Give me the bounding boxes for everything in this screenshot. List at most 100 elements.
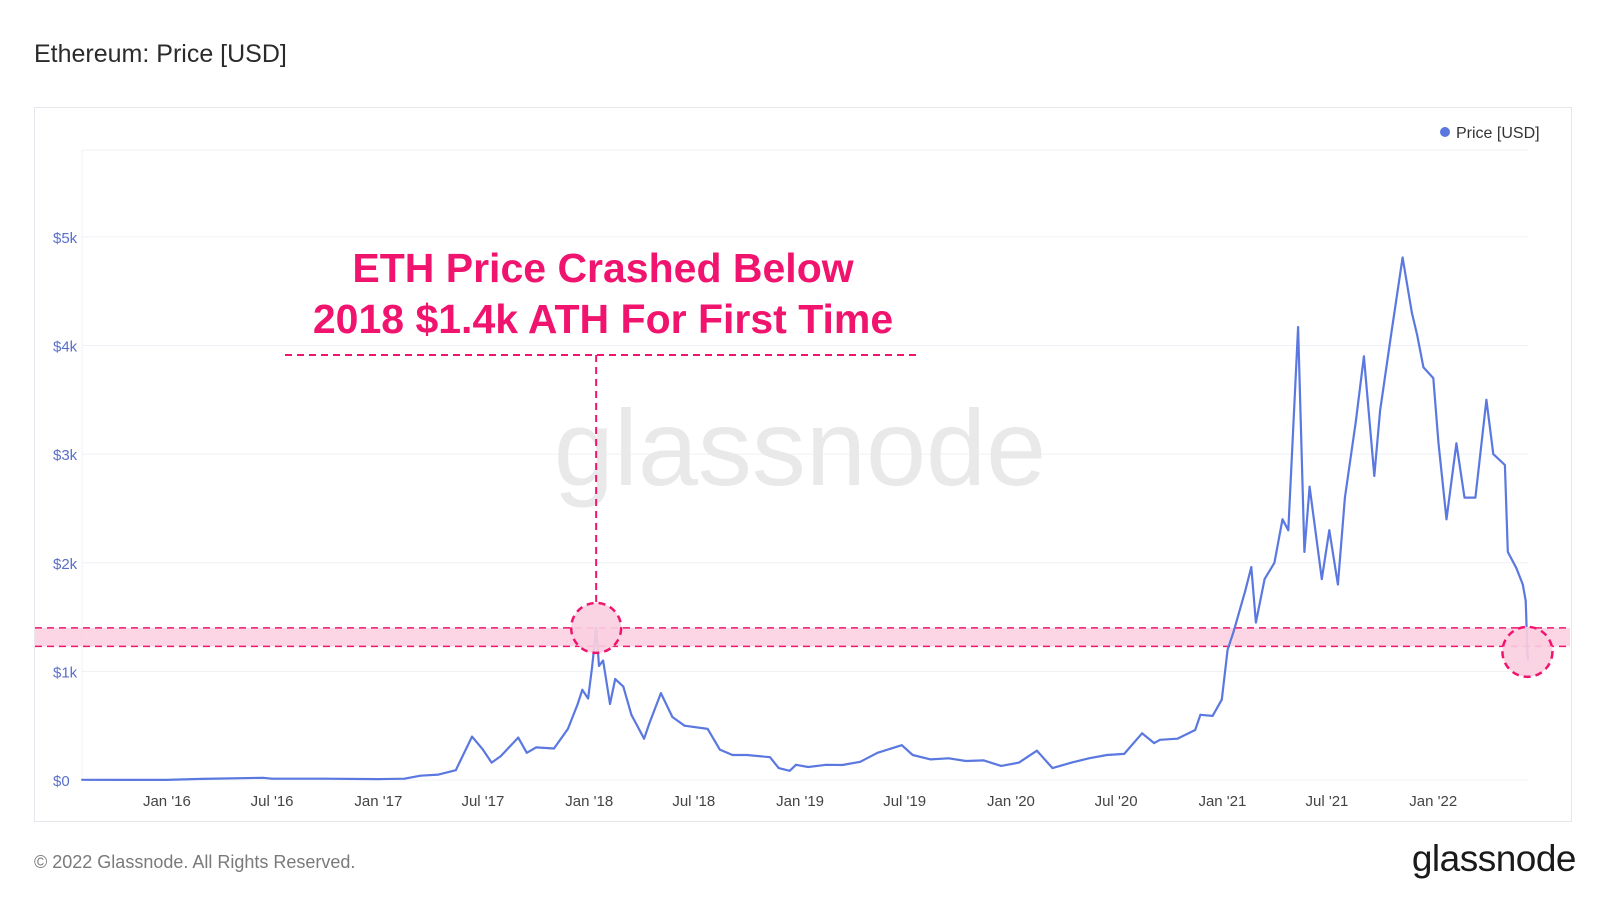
- price-point: [1362, 355, 1365, 358]
- price-point: [1503, 464, 1506, 466]
- x-tick-label: Jan '22: [1409, 793, 1457, 810]
- price-point: [900, 744, 903, 747]
- y-tick-label: $3k: [53, 447, 78, 464]
- price-point: [576, 703, 579, 705]
- price-point: [1273, 561, 1276, 564]
- price-point: [517, 736, 520, 739]
- glassnode-logo[interactable]: glassnode: [1411, 838, 1577, 879]
- price-point: [377, 778, 380, 781]
- price-point: [1506, 550, 1509, 553]
- price-point: [643, 737, 646, 740]
- price-point: [1485, 398, 1488, 401]
- price-point: [807, 766, 810, 768]
- x-tick-label: Jan '21: [1198, 793, 1246, 810]
- ath-band: [35, 627, 1570, 648]
- price-point: [1343, 496, 1346, 499]
- price-point: [841, 764, 844, 766]
- price-point: [499, 755, 502, 758]
- price-point: [1226, 648, 1229, 651]
- price-point: [745, 754, 748, 756]
- ath-marker-circle: [1501, 625, 1554, 679]
- price-point: [1232, 631, 1235, 634]
- price-point: [481, 748, 484, 751]
- price-point: [609, 703, 611, 705]
- x-axis: Jan '16 Jul '16 Jan '17 Jul '17 Jan '18 Jul '…: [143, 793, 1457, 810]
- x-tick-label: Jul '20: [1095, 793, 1138, 810]
- price-point: [718, 748, 721, 751]
- price-point: [81, 778, 83, 781]
- price-point: [614, 678, 617, 680]
- x-tick-label: Jan '20: [987, 793, 1035, 810]
- x-tick-label: Jul '18: [672, 793, 715, 810]
- price-point: [1432, 377, 1435, 380]
- price-point: [659, 692, 662, 695]
- price-point: [1354, 420, 1357, 423]
- price-point: [1492, 453, 1495, 456]
- price-point: [876, 751, 879, 754]
- price-point: [683, 724, 686, 727]
- price-point: [490, 761, 493, 764]
- price-point: [403, 777, 406, 780]
- price-point: [598, 664, 600, 667]
- x-tick-label: Jul '21: [1306, 793, 1349, 810]
- price-point: [1159, 738, 1161, 741]
- price-point: [324, 777, 327, 780]
- price-series-line: [81, 256, 1530, 781]
- price-point: [553, 747, 555, 750]
- watermark-text: glassnode: [554, 387, 1046, 508]
- price-point: [671, 716, 674, 718]
- price-point: [1297, 326, 1300, 329]
- price-point: [1176, 737, 1179, 740]
- price-point: [1437, 442, 1440, 445]
- price-point: [1141, 732, 1144, 735]
- y-tick-label: $2k: [53, 556, 78, 573]
- x-tick-label: Jan '19: [776, 793, 824, 810]
- price-point: [648, 722, 651, 725]
- price-point: [1410, 311, 1413, 314]
- price-point: [1199, 713, 1202, 716]
- price-point: [788, 769, 791, 772]
- chart-frame: [34, 107, 1572, 822]
- price-point: [1000, 764, 1003, 767]
- legend[interactable]: Price [USD]: [1440, 125, 1540, 142]
- price-point: [777, 767, 780, 770]
- price-point: [1070, 761, 1073, 764]
- price-point: [795, 763, 797, 766]
- legend-dot-icon: [1440, 127, 1450, 137]
- y-axis: $0 $1k $2k $3k $4k $5k: [53, 230, 78, 790]
- legend-label: Price [USD]: [1456, 125, 1540, 142]
- x-tick-label: Jan '17: [354, 793, 402, 810]
- price-point: [591, 666, 594, 668]
- marker-layer: [569, 355, 1554, 679]
- price-point: [1123, 752, 1126, 755]
- price-point: [1445, 518, 1448, 521]
- price-point: [1308, 485, 1311, 488]
- annotation: ETH Price Crashed Below 2018 $1.4k ATH F…: [285, 245, 920, 356]
- price-point: [947, 757, 950, 760]
- price-point: [1416, 333, 1419, 336]
- price-point: [1422, 366, 1425, 369]
- chart-title: Ethereum: Price [USD]: [34, 40, 287, 68]
- price-point: [825, 763, 828, 766]
- price-point: [1524, 599, 1527, 602]
- price-point: [1087, 757, 1090, 760]
- price-point: [911, 754, 914, 756]
- price-point: [1244, 588, 1247, 591]
- price-point: [1281, 518, 1284, 521]
- price-point: [1455, 442, 1458, 445]
- price-point: [566, 727, 569, 730]
- ath-marker-circle: [569, 601, 623, 655]
- price-point: [1373, 474, 1376, 477]
- price-point: [630, 713, 633, 716]
- price-point: [731, 754, 734, 756]
- price-point: [602, 659, 605, 662]
- annotation-line-1: ETH Price Crashed Below: [352, 245, 853, 291]
- price-point: [929, 758, 932, 761]
- price-point: [1287, 529, 1290, 532]
- y-tick-label: $0: [53, 773, 70, 790]
- price-point: [1401, 256, 1404, 259]
- price-point: [535, 746, 538, 749]
- ath-band-fill: [35, 627, 1570, 647]
- price-point: [964, 760, 967, 762]
